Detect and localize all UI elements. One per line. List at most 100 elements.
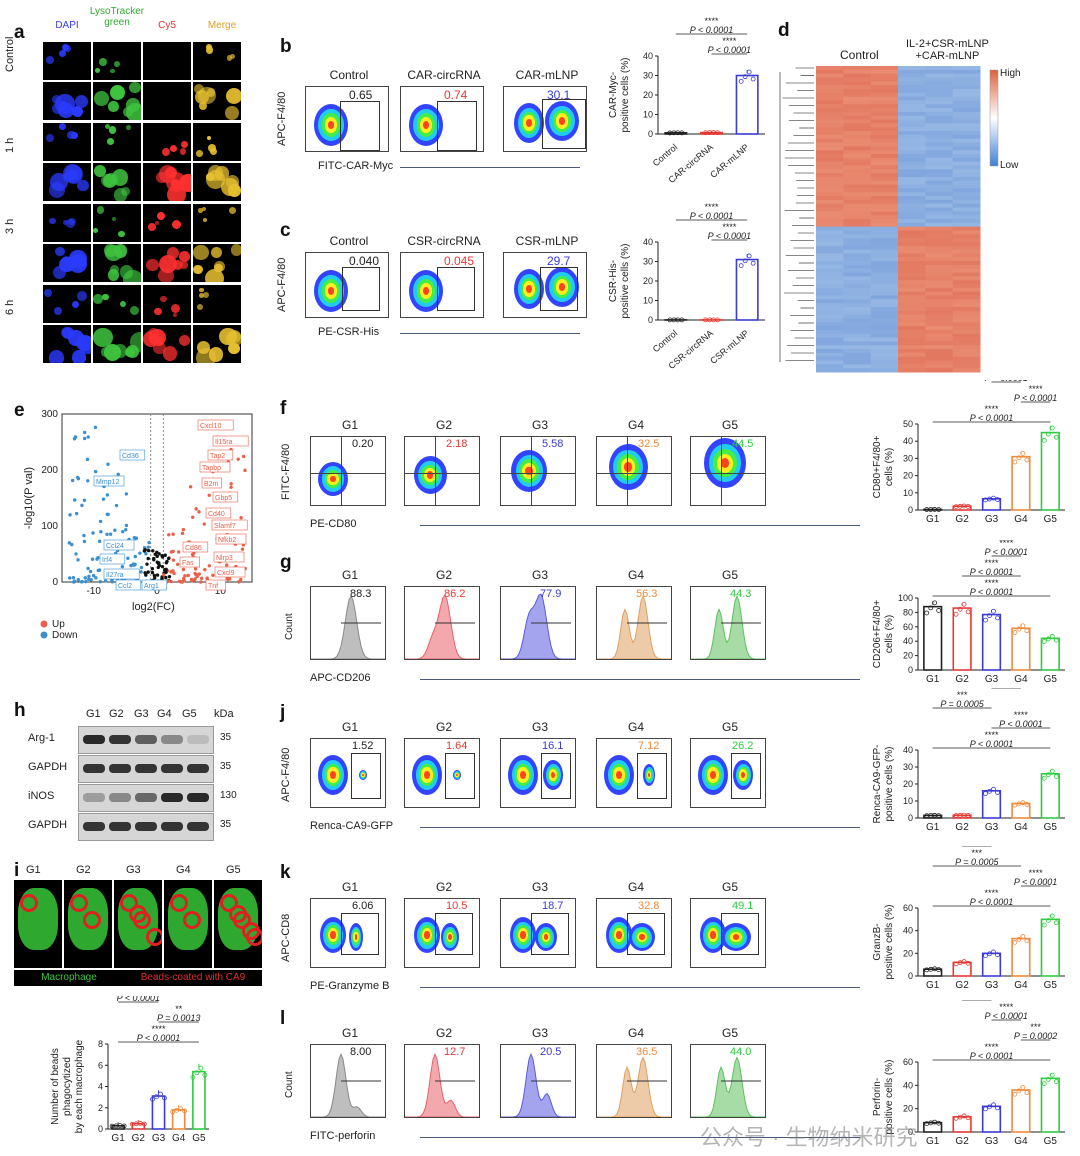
heatmap-cell bbox=[925, 287, 954, 293]
heatmap-cell bbox=[843, 111, 872, 117]
heatmap-cell bbox=[843, 345, 872, 350]
y-tick-label: 10 bbox=[903, 796, 913, 806]
histogram-curve bbox=[597, 1056, 671, 1117]
category-label: G3 bbox=[985, 822, 999, 833]
signal-spot bbox=[193, 244, 210, 261]
gene-label-box bbox=[103, 568, 140, 580]
gate-percentage: 56.3 bbox=[636, 588, 658, 600]
gene-label-up: B2m bbox=[204, 481, 219, 488]
signal-spot bbox=[224, 105, 239, 120]
gate-box bbox=[541, 753, 571, 799]
gate-percentage: 5.58 bbox=[542, 438, 564, 450]
heatmap-cell bbox=[870, 291, 899, 296]
signal-spot bbox=[153, 341, 167, 355]
volcano-point bbox=[151, 549, 155, 553]
flow-x-axis-label: APC-CD206 bbox=[310, 672, 371, 684]
signal-spot bbox=[173, 260, 184, 271]
heatmap-cell bbox=[816, 207, 844, 212]
data-point bbox=[936, 1120, 942, 1126]
heatmap-cell bbox=[816, 188, 844, 193]
flow-plot-title: G1 bbox=[341, 418, 358, 432]
signal-spot bbox=[129, 82, 141, 94]
heatmap-cell bbox=[925, 69, 954, 75]
data-point bbox=[991, 608, 996, 614]
gate-percentage: 26.2 bbox=[732, 740, 754, 752]
quadrant-line-v bbox=[721, 437, 722, 505]
heatmap-cell bbox=[870, 261, 899, 266]
heatmap-cell bbox=[952, 222, 981, 228]
volcano-point bbox=[82, 498, 87, 502]
heatmap-cell bbox=[952, 169, 981, 174]
volcano-point bbox=[84, 579, 88, 584]
heatmap-cell bbox=[952, 161, 981, 166]
heatmap-cell bbox=[898, 299, 926, 304]
heatmap-cell bbox=[816, 272, 844, 277]
flow-plot-title: G1 bbox=[341, 1026, 358, 1040]
heatmap-cell bbox=[870, 81, 899, 86]
heatmap-cell bbox=[952, 127, 981, 132]
signal-spot bbox=[109, 126, 117, 134]
y-tick-label: 10 bbox=[903, 488, 913, 498]
density-contour bbox=[330, 475, 336, 483]
heatmap-cell bbox=[816, 238, 844, 243]
heatmap-cell bbox=[952, 241, 981, 247]
heatmap-cell bbox=[870, 284, 899, 289]
heatmap-cell bbox=[952, 211, 981, 216]
heatmap-cell bbox=[816, 329, 844, 335]
kda-value: 35 bbox=[220, 819, 232, 830]
y-tick-label: 0 bbox=[648, 315, 653, 325]
gate-percentage: 0.74 bbox=[444, 88, 468, 102]
y-label-line: Number of beads bbox=[50, 1048, 61, 1125]
heatmap-cell bbox=[870, 333, 899, 339]
sig-stars: **** bbox=[984, 888, 999, 898]
heatmap-cell bbox=[925, 276, 954, 281]
histogram-curve bbox=[501, 593, 575, 659]
y-tick-label: 6 bbox=[98, 1060, 103, 1070]
heatmap-cell bbox=[843, 356, 872, 362]
density-contour bbox=[330, 931, 336, 939]
y-label-line: Renca-CA9-GFP- bbox=[872, 745, 883, 824]
volcano-point bbox=[82, 539, 87, 544]
heatmap-cell bbox=[870, 66, 899, 71]
microscopy-tile bbox=[93, 163, 141, 201]
flow-plot-title: G1 bbox=[341, 880, 358, 894]
heatmap-cell bbox=[843, 333, 872, 339]
heatmap-cell bbox=[816, 249, 844, 254]
heatmap-cell bbox=[925, 303, 954, 308]
gene-label-box bbox=[207, 449, 234, 461]
heatmap-cell bbox=[870, 287, 899, 293]
data-point bbox=[198, 1065, 204, 1071]
signal-spot bbox=[161, 148, 170, 157]
heatmap-d bbox=[779, 66, 999, 373]
data-point bbox=[190, 1074, 196, 1080]
gate-box bbox=[540, 267, 578, 311]
category-label: G3 bbox=[985, 674, 999, 685]
heatmap-cell bbox=[925, 123, 954, 128]
volcano-point bbox=[116, 472, 120, 476]
flow-histogram bbox=[596, 586, 672, 660]
heatmap-cell bbox=[816, 295, 844, 300]
signal-spot bbox=[179, 147, 187, 155]
heatmap-cell bbox=[843, 295, 872, 300]
heatmap-cell bbox=[843, 368, 872, 373]
flow-histogram bbox=[596, 1044, 672, 1118]
signal-spot bbox=[48, 217, 56, 225]
volcano-point bbox=[91, 531, 95, 535]
data-point bbox=[936, 967, 942, 973]
heatmap-cell bbox=[843, 341, 872, 346]
heatmap-cell bbox=[843, 150, 872, 155]
heatmap-cell bbox=[816, 215, 844, 220]
image-group-label: G4 bbox=[176, 864, 191, 876]
heatmap-cell bbox=[816, 108, 844, 113]
sig-pvalue: P < 0.0001 bbox=[708, 45, 751, 55]
heatmap-cell bbox=[843, 287, 872, 293]
heatmap-cell bbox=[870, 146, 899, 151]
heatmap-cell bbox=[870, 253, 899, 258]
heatmap-cell bbox=[843, 138, 872, 143]
volcano-point bbox=[113, 528, 117, 532]
y-tick-label: 20 bbox=[903, 471, 913, 481]
y-tick-label: 60 bbox=[903, 903, 913, 913]
heatmap-cell bbox=[843, 276, 872, 281]
flow-y-axis-label: APC-CD8 bbox=[280, 913, 292, 962]
category-label: CSR-mLNP bbox=[708, 328, 750, 366]
